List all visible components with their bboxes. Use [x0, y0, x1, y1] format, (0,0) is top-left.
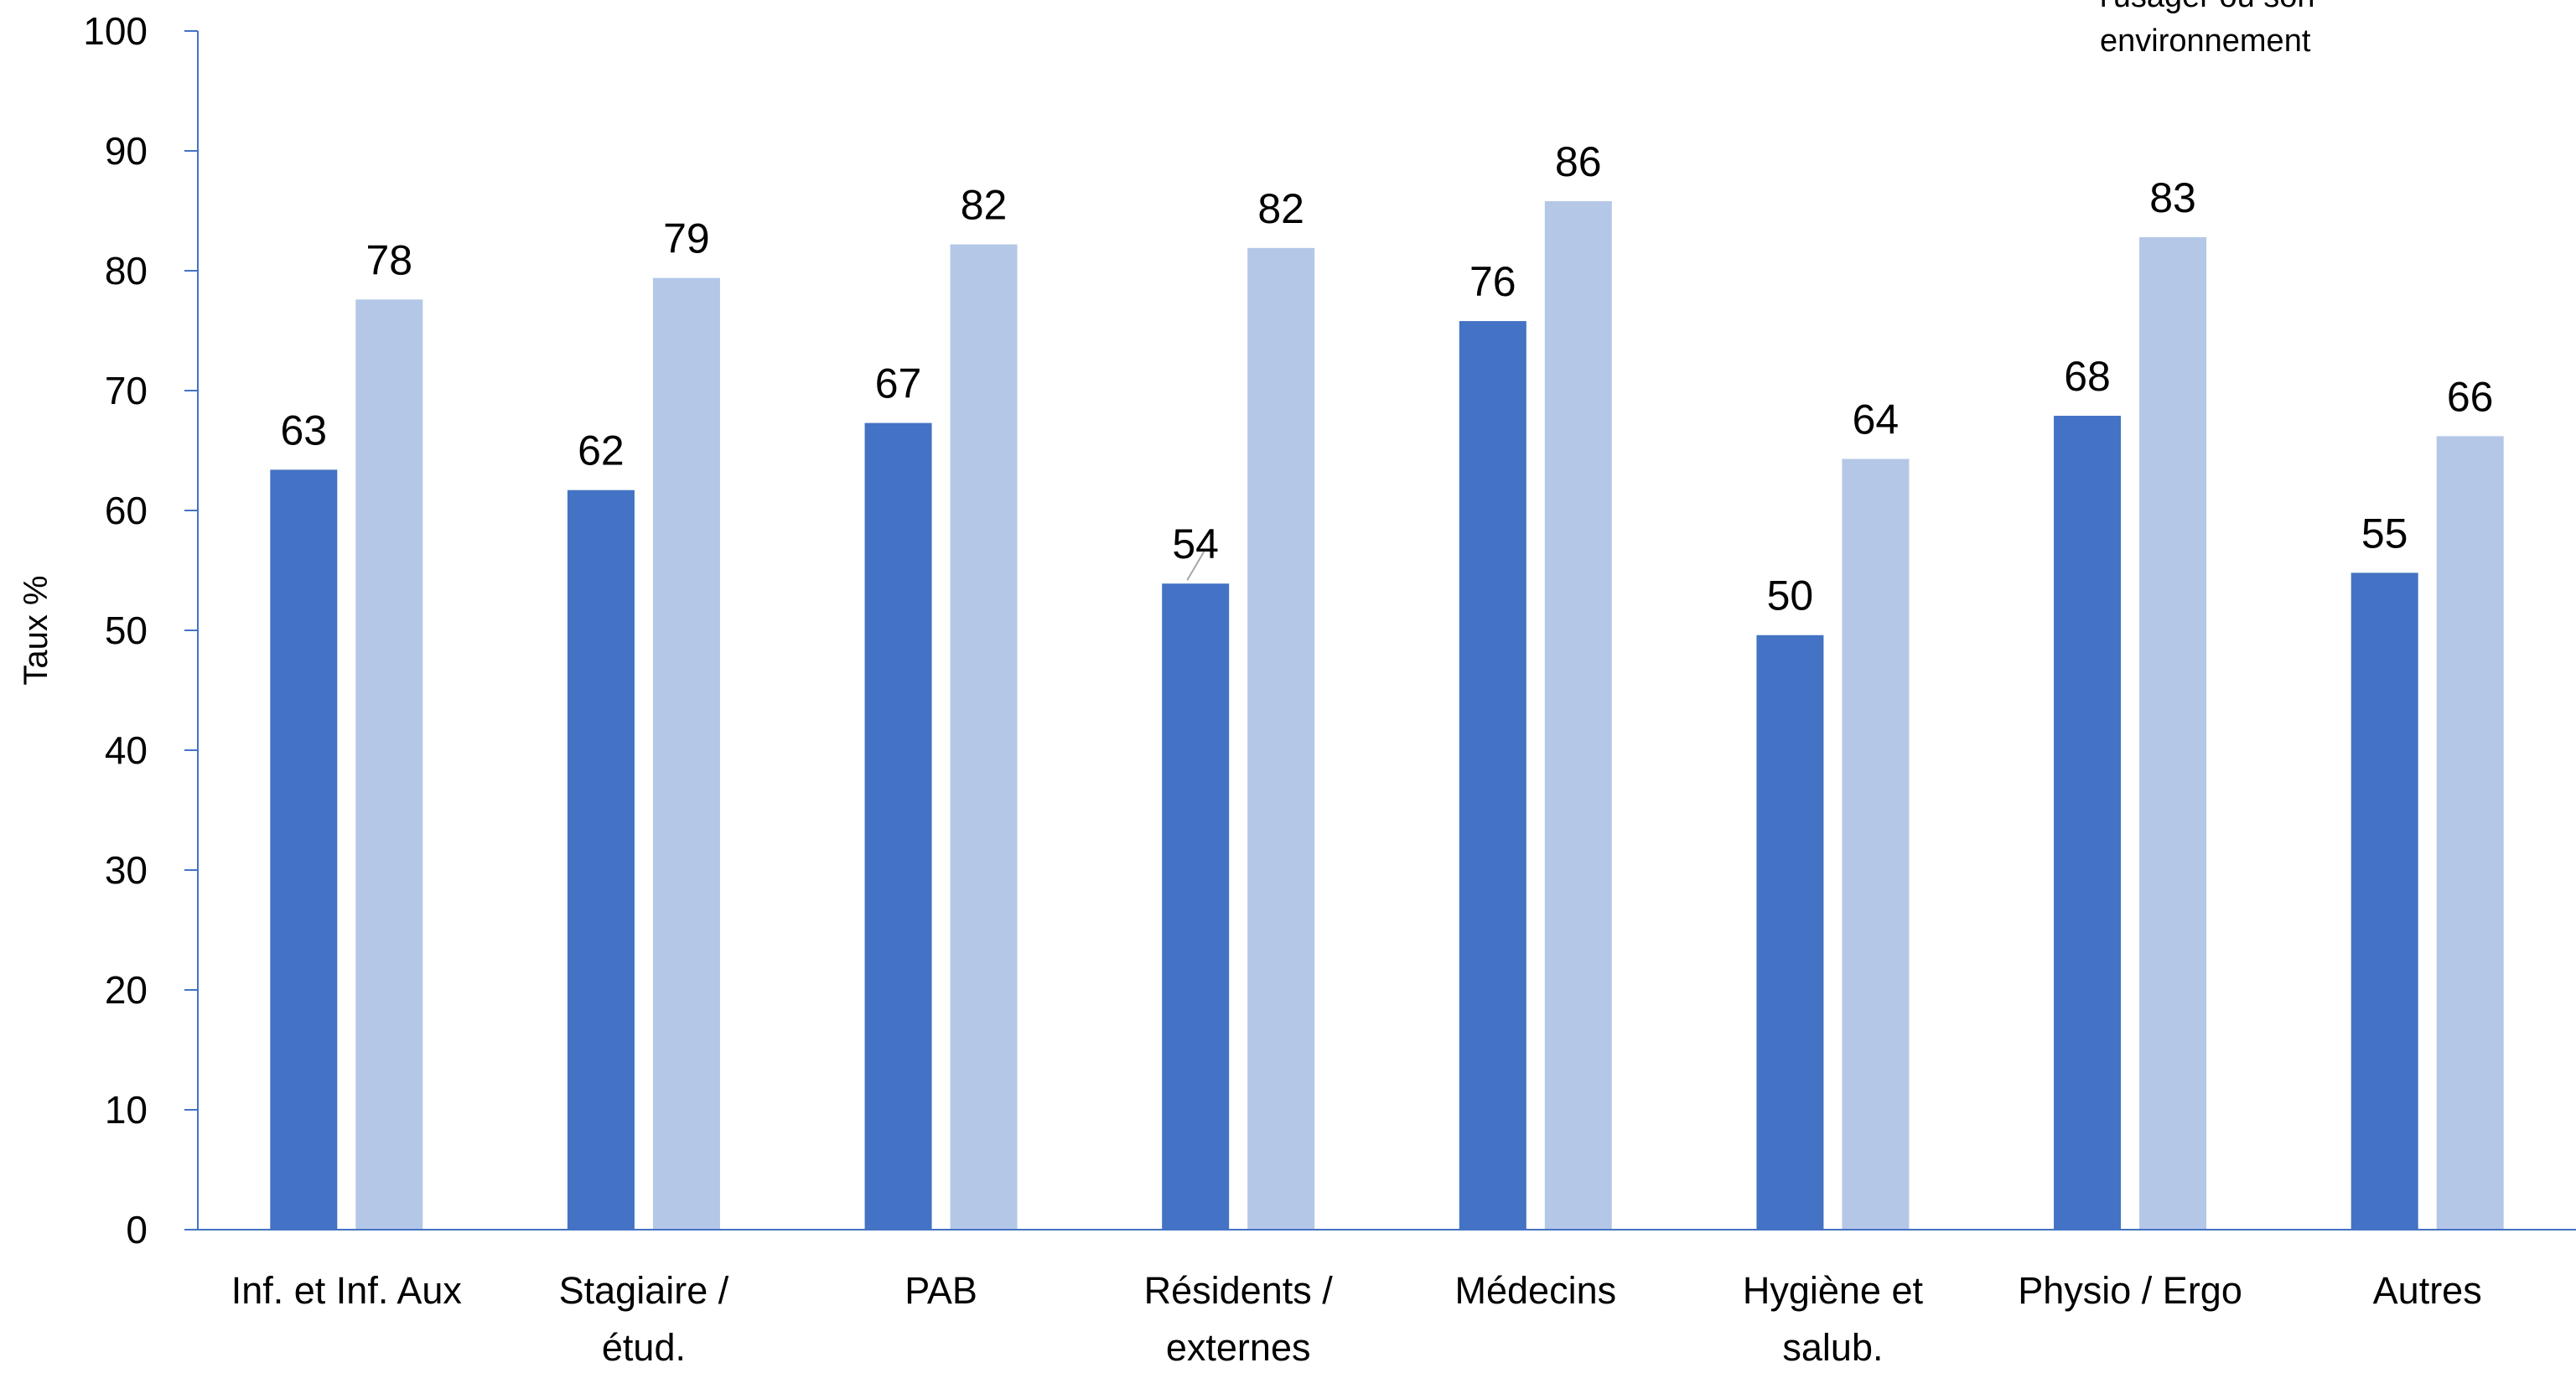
y-tick-label: 10 — [105, 1088, 148, 1132]
x-category-label: salub. — [1782, 1326, 1883, 1369]
bar — [1247, 247, 1315, 1231]
x-category-label: externes — [1166, 1326, 1311, 1369]
data-label: 55 — [2361, 510, 2408, 557]
x-category-label: PAB — [904, 1269, 977, 1312]
bar — [1842, 459, 1910, 1230]
y-tick-label: 30 — [105, 848, 148, 892]
bar — [1162, 583, 1230, 1230]
data-label: 66 — [2447, 373, 2494, 420]
data-label: 78 — [366, 236, 413, 283]
category-labels: Inf. et Inf. Aux Stagiaire / étud. PAB Résid… — [231, 1269, 2482, 1369]
x-category-label: Inf. et Inf. Aux — [231, 1269, 463, 1312]
y-tick-label: 50 — [105, 609, 148, 652]
legend-fragment: l'usager ou son environnement — [2100, 0, 2315, 59]
data-label: 62 — [578, 427, 625, 474]
bar — [950, 244, 1018, 1230]
y-tick-label: 40 — [105, 728, 148, 772]
bar — [270, 469, 338, 1230]
bars — [270, 201, 2504, 1231]
bar — [1756, 635, 1824, 1230]
data-label: 67 — [875, 360, 922, 407]
bar — [567, 490, 635, 1230]
data-label: 64 — [1853, 396, 1900, 443]
bar — [2436, 436, 2504, 1230]
x-category-label: Résidents / — [1144, 1269, 1334, 1312]
bar — [2351, 573, 2418, 1230]
bar — [1459, 321, 1526, 1230]
x-category-label: Physio / Ergo — [2018, 1269, 2242, 1312]
x-category-label: Autres — [2373, 1269, 2482, 1312]
y-tick-label: 100 — [83, 9, 148, 53]
y-axis-title-group: Taux % — [18, 575, 54, 685]
bar — [2139, 236, 2207, 1231]
axes — [184, 30, 2576, 1231]
data-label: 68 — [2064, 353, 2111, 400]
data-labels: 63 78 62 79 67 82 54 82 76 86 50 64 68 83 55 66 — [281, 138, 2494, 619]
legend-text-line-1: l'usager ou son — [2100, 0, 2315, 14]
data-label: 82 — [1257, 185, 1304, 232]
bar — [864, 422, 932, 1230]
y-axis-title: Taux % — [18, 575, 54, 685]
y-tick-label: 20 — [105, 968, 148, 1012]
y-tick-label: 0 — [126, 1208, 148, 1251]
y-tick-label: 80 — [105, 249, 148, 293]
x-category-label: Stagiaire / — [559, 1269, 729, 1312]
data-label: 83 — [2149, 174, 2196, 221]
data-label: 63 — [281, 407, 328, 453]
bar — [652, 277, 720, 1231]
data-label: 79 — [663, 215, 710, 262]
legend-text-line-2: environnement — [2100, 23, 2311, 59]
label-leader-line — [1186, 551, 1205, 581]
data-label: 76 — [1469, 258, 1516, 305]
x-category-label: Hygiène et — [1743, 1269, 1924, 1312]
x-category-label: Médecins — [1455, 1269, 1617, 1312]
bar — [2054, 416, 2122, 1230]
data-label: 50 — [1767, 573, 1814, 619]
bar — [1544, 201, 1612, 1230]
data-label: 86 — [1555, 138, 1602, 185]
y-tick-label: 70 — [105, 369, 148, 412]
y-tick-label: 60 — [105, 489, 148, 532]
x-category-label: étud. — [602, 1326, 686, 1369]
data-label: 54 — [1172, 521, 1219, 567]
y-tick-label: 90 — [105, 129, 148, 173]
y-tick-labels: 0 10 20 30 40 50 60 70 80 90 100 — [83, 9, 148, 1251]
bar — [355, 299, 423, 1230]
data-label: 82 — [961, 182, 1008, 229]
